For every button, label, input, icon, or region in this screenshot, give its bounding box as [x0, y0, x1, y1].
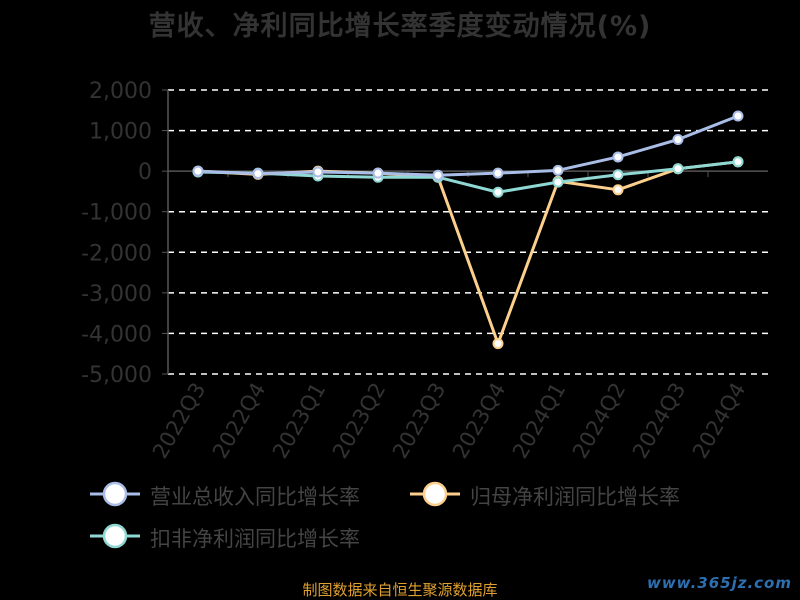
- legend-item-revenue[interactable]: 营业总收入同比增长率: [90, 479, 420, 509]
- data-point: [672, 163, 684, 175]
- legend-marker-revenue: [90, 481, 140, 507]
- x-tick-label: 2023Q1: [268, 379, 330, 463]
- x-tick-label: 2024Q3: [628, 379, 690, 463]
- data-point: [612, 184, 624, 196]
- y-tick-label: -3,000: [81, 282, 152, 307]
- x-tick-label: 2023Q4: [448, 379, 510, 463]
- data-point: [612, 169, 624, 181]
- data-point: [432, 169, 444, 181]
- legend-marker-deducted-profit: [90, 523, 140, 549]
- grid-layer: [168, 89, 768, 375]
- data-point: [552, 164, 564, 176]
- x-tick-label: 2024Q1: [508, 379, 570, 463]
- y-tick-label: -1,000: [81, 201, 152, 226]
- x-tick-label: 2024Q2: [568, 379, 630, 463]
- chart-title: 营收、净利同比增长率季度变动情况(%): [148, 11, 652, 42]
- data-point: [492, 338, 504, 350]
- data-point: [612, 151, 624, 163]
- series-line: [197, 160, 739, 194]
- data-point: [312, 166, 324, 178]
- data-point: [732, 156, 744, 168]
- data-point: [492, 167, 504, 179]
- x-tick-label: 2023Q2: [328, 379, 390, 463]
- y-tick-label: -5,000: [81, 363, 152, 388]
- y-tick-label: -2,000: [81, 241, 152, 266]
- watermark: www.365jz.com: [646, 574, 792, 592]
- data-point: [492, 186, 504, 198]
- source-note: 制图数据来自恒生聚源数据库: [302, 581, 498, 599]
- data-point: [192, 165, 204, 177]
- y-tick-label: 0: [138, 160, 152, 185]
- data-point: [672, 133, 684, 145]
- x-tick-label: 2023Q3: [388, 379, 450, 463]
- legend-label-deducted-profit: 扣非净利润同比增长率: [150, 527, 360, 551]
- legend-label-revenue: 营业总收入同比增长率: [150, 485, 360, 509]
- y-tick-label: 2,000: [89, 79, 152, 104]
- legend-item-deducted-profit[interactable]: 扣非净利润同比增长率: [90, 521, 420, 551]
- x-tick-label: 2024Q4: [688, 379, 750, 463]
- label-layer: 2,000 1,000 0 -1,000 -2,000 -3,000 -4,000 -5,00…: [81, 79, 750, 463]
- x-tick-label: 2022Q4: [208, 379, 270, 463]
- axis-layer: [162, 89, 768, 375]
- legend-label-net-profit: 归母净利润同比增长率: [470, 485, 680, 509]
- data-point: [372, 167, 384, 179]
- data-point: [252, 168, 264, 180]
- series-layer: [192, 110, 744, 350]
- series-line: [197, 114, 739, 177]
- legend-marker-net-profit: [410, 481, 460, 507]
- legend-item-net-profit[interactable]: 归母净利润同比增长率: [410, 479, 740, 509]
- y-tick-label: 1,000: [89, 120, 152, 145]
- data-point: [552, 176, 564, 188]
- y-tick-label: -4,000: [81, 322, 152, 347]
- data-point: [732, 110, 744, 122]
- x-tick-label: 2022Q3: [148, 379, 210, 463]
